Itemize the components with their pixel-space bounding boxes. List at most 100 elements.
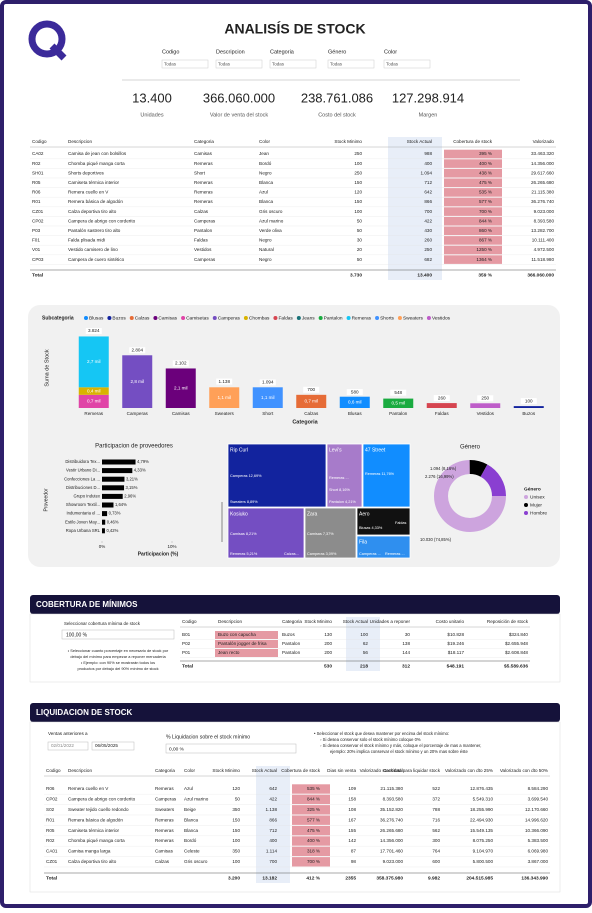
section-bar bbox=[30, 595, 560, 614]
x-tick-label: Remeras bbox=[84, 411, 103, 416]
table-cell: 62 bbox=[363, 641, 369, 646]
note: • Ejemplo: con 90% se mostrarán todos lo… bbox=[81, 660, 155, 665]
total-cell: 412 % bbox=[306, 875, 320, 881]
table-cell: 844 % bbox=[307, 797, 320, 802]
table-cell: 430 bbox=[424, 228, 432, 233]
legend-label: Vestidos bbox=[432, 315, 451, 321]
legend-label: Calzas bbox=[135, 315, 150, 321]
column-header: Codigo bbox=[32, 139, 47, 144]
table-cell: F01 bbox=[32, 238, 40, 243]
cell-highlight bbox=[292, 825, 330, 836]
total-cell: $5.589.636 bbox=[504, 663, 528, 669]
filter-dropdown[interactable] bbox=[215, 59, 263, 69]
section-bar bbox=[30, 703, 560, 722]
table-cell: 35.152.820 bbox=[380, 807, 403, 812]
table-cell: Short bbox=[194, 170, 206, 175]
table-cell: 860 % bbox=[479, 228, 492, 233]
table-cell: Negro bbox=[259, 170, 272, 175]
total-cell: 2355 bbox=[345, 875, 356, 881]
note: debajo del mínimo para empezar a reponer… bbox=[70, 654, 166, 659]
table-cell: 400 % bbox=[479, 161, 492, 166]
table-cell: 8.393.580 bbox=[383, 797, 404, 802]
legend-swatch bbox=[397, 316, 402, 320]
column-highlight bbox=[256, 766, 290, 883]
table-cell: 866 bbox=[424, 199, 432, 204]
filter-dropdown[interactable] bbox=[269, 59, 317, 69]
table-cell: 98 bbox=[351, 859, 357, 864]
slicer-value: 0,00 % bbox=[169, 746, 185, 752]
filter-dropdown[interactable] bbox=[383, 59, 431, 69]
legend-label: Camisetas bbox=[186, 315, 209, 321]
total-box bbox=[259, 379, 276, 386]
table-cell: 400 bbox=[424, 161, 432, 166]
table-cell: 3.867.000 bbox=[528, 859, 549, 864]
slicer-dropdown[interactable] bbox=[165, 743, 297, 754]
table-cell: 144 bbox=[402, 650, 410, 655]
total-label: 1.094 bbox=[262, 380, 274, 385]
table-cell: $18.117 bbox=[448, 650, 465, 655]
table-cell: 250 bbox=[354, 170, 362, 175]
value-label: 3,21% bbox=[126, 476, 138, 481]
slicer-label: Ventas anteriores a bbox=[48, 731, 88, 736]
date-input[interactable] bbox=[91, 741, 135, 751]
tile-cell: Pantalon 4,21% bbox=[329, 500, 356, 504]
slice-label: 10.030 (74,85%) bbox=[420, 537, 452, 542]
x-tick-label: Blusas bbox=[348, 411, 362, 416]
slicer-dropdown[interactable] bbox=[61, 629, 175, 640]
column-header: Unidades a reponer bbox=[370, 619, 411, 624]
cell-highlight bbox=[292, 857, 330, 867]
table-cell: R06 bbox=[32, 190, 41, 195]
column-header: Cobertura de stock bbox=[281, 768, 321, 773]
total-box bbox=[346, 389, 363, 396]
table-cell: Chomba piqué manga corta bbox=[68, 161, 125, 166]
table-cell: 9.023.000 bbox=[534, 209, 555, 214]
total-cell: 366.060.000 bbox=[527, 272, 554, 278]
total-box bbox=[303, 386, 320, 393]
cell-highlight bbox=[444, 216, 502, 226]
total-label: 3.824 bbox=[88, 328, 100, 333]
table-cell: S02 bbox=[46, 807, 55, 812]
table-cell: 562 bbox=[432, 828, 440, 833]
x-tick-label: Short bbox=[262, 411, 274, 416]
value-label: 4,79% bbox=[137, 459, 149, 464]
table-cell: Bordó bbox=[259, 161, 272, 166]
date-input[interactable] bbox=[47, 741, 89, 751]
table-cell: 167 bbox=[348, 817, 356, 822]
table-cell: Blanca bbox=[259, 199, 273, 204]
total-cell: 13.182 bbox=[262, 875, 277, 881]
table-cell: Natural bbox=[259, 247, 274, 252]
total-label: 1.138 bbox=[219, 379, 231, 384]
table-cell: 15.549.135 bbox=[470, 828, 493, 833]
total-box bbox=[172, 360, 189, 367]
table-cell: R05 bbox=[46, 828, 55, 833]
total-cell: 9.982 bbox=[428, 875, 440, 881]
filter-dropdown[interactable] bbox=[327, 59, 375, 69]
segment-label: 0,7 mil bbox=[87, 399, 101, 404]
cell-highlight bbox=[444, 178, 502, 188]
table-cell: 21.115.380 bbox=[380, 786, 403, 791]
bar-segment bbox=[209, 387, 240, 408]
x-tick-label: 10% bbox=[167, 544, 176, 549]
value-label: 0,73% bbox=[109, 511, 121, 516]
table-cell: Vestidos bbox=[194, 247, 212, 252]
date-value: 02/01/2022 bbox=[51, 743, 74, 748]
tile-cell: Camisas 7,37% bbox=[307, 532, 334, 536]
legend-label: Mujer bbox=[530, 502, 542, 508]
legend-label: Jeans bbox=[302, 315, 315, 321]
y-tick-label: Grupo Indutex bbox=[73, 494, 100, 499]
slicer-value: 100,00 % bbox=[66, 632, 88, 638]
legend-swatch bbox=[346, 316, 351, 320]
donut-slice bbox=[480, 464, 506, 496]
section-title: COBERTURA DE MÍNIMOS bbox=[36, 600, 138, 609]
table-cell: 682 bbox=[424, 257, 432, 262]
table-cell: Calza deportiva tiro alto bbox=[68, 209, 117, 214]
legend-label: Faldas bbox=[278, 315, 293, 321]
column-header: Categoria bbox=[282, 619, 302, 624]
table-cell: R02 bbox=[46, 838, 55, 843]
kpi-value: 238.761.086 bbox=[301, 90, 373, 105]
cell-highlight bbox=[444, 188, 502, 197]
table-cell: 150 bbox=[354, 199, 362, 204]
table-cell: 372 bbox=[432, 797, 440, 802]
bar-segment bbox=[339, 396, 370, 408]
filter-dropdown[interactable] bbox=[161, 59, 209, 69]
